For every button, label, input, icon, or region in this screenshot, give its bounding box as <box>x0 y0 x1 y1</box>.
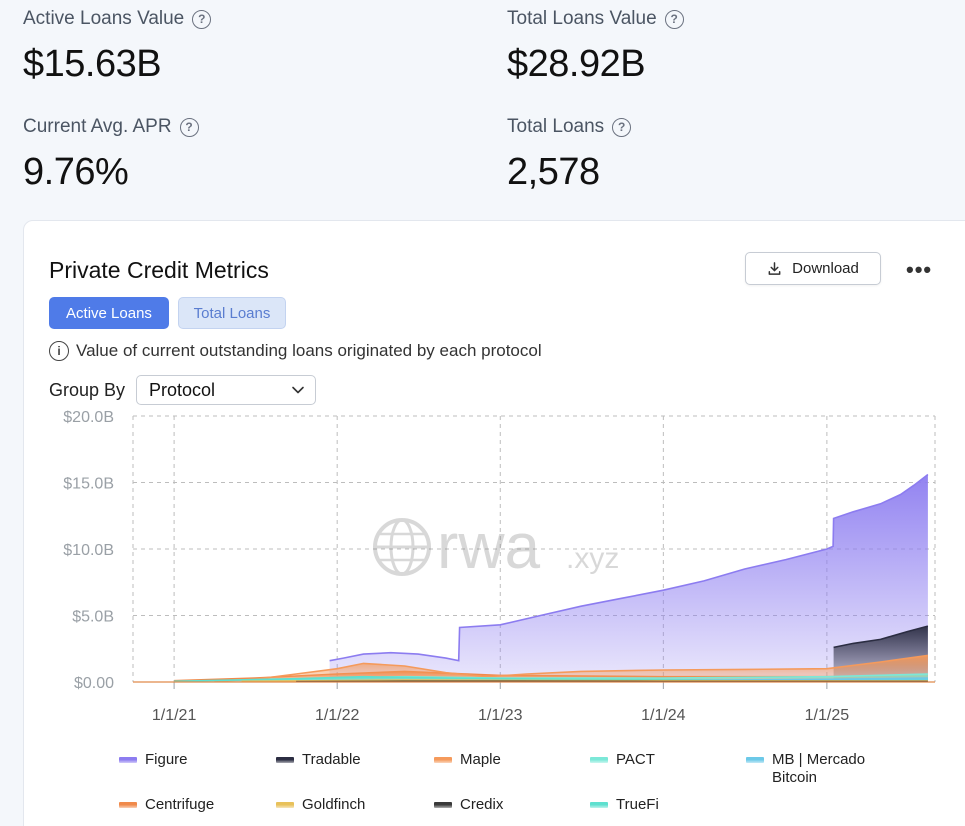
legend-item[interactable]: MB | Mercado Bitcoin <box>746 751 882 787</box>
legend-item[interactable]: Goldfinch <box>276 796 412 814</box>
legend-label: PACT <box>616 751 655 768</box>
info-text: Value of current outstanding loans origi… <box>76 341 542 360</box>
legend-label: TrueFi <box>616 796 659 813</box>
x-tick-label: 1/1/22 <box>315 707 360 724</box>
watermark-suffix: .xyz <box>566 542 619 575</box>
tab-total-loans[interactable]: Total Loans <box>178 297 286 329</box>
legend-item[interactable]: TrueFi <box>590 796 726 814</box>
y-tick-label: $0.00 <box>74 675 114 692</box>
stat-current-avg-apr: Current Avg. APR ? 9.76% <box>23 116 199 194</box>
stat-label: Active Loans Value <box>23 8 185 29</box>
legend-swatch <box>590 757 608 763</box>
x-tick-label: 1/1/25 <box>805 707 850 724</box>
legend-item[interactable]: PACT <box>590 751 726 769</box>
legend-item[interactable]: Maple <box>434 751 570 769</box>
stat-value: 9.76% <box>23 151 129 193</box>
stat-value: $28.92B <box>507 43 646 85</box>
stat-total-loans-value: Total Loans Value ? $28.92B <box>507 8 684 86</box>
group-by-value: Protocol <box>149 379 216 400</box>
y-tick-label: $10.0B <box>63 542 114 559</box>
legend-swatch <box>119 802 137 808</box>
help-icon[interactable]: ? <box>192 9 212 29</box>
watermark: rwa .xyz <box>373 510 619 582</box>
download-icon <box>768 262 781 275</box>
stat-active-loans-value: Active Loans Value ? $15.63B <box>23 8 212 86</box>
legend-label: Credix <box>460 796 504 813</box>
card-title: Private Credit Metrics <box>49 257 269 283</box>
watermark-text: rwa <box>437 510 541 582</box>
legend-label: Centrifuge <box>145 796 215 813</box>
stat-label: Total Loans Value <box>507 8 657 29</box>
legend-swatch <box>276 757 294 763</box>
x-tick-label: 1/1/21 <box>152 707 197 724</box>
legend-label: Figure <box>145 751 188 768</box>
help-icon[interactable]: ? <box>612 117 632 137</box>
x-tick-label: 1/1/23 <box>478 707 523 724</box>
legend-label: Goldfinch <box>302 796 366 813</box>
y-tick-label: $15.0B <box>63 476 114 493</box>
info-row: i Value of current outstanding loans ori… <box>49 341 542 361</box>
info-icon: i <box>49 341 69 361</box>
stat-label: Total Loans <box>507 116 605 137</box>
more-options-icon[interactable]: ••• <box>906 257 933 282</box>
download-button[interactable]: Download <box>745 252 881 285</box>
private-credit-card: Private Credit Metrics Download ••• Acti… <box>23 220 965 826</box>
legend-swatch <box>276 802 294 808</box>
legend-swatch <box>434 757 452 763</box>
legend-label: Maple <box>460 751 501 768</box>
group-by-label: Group By <box>49 380 126 400</box>
stat-value: $15.63B <box>23 43 162 85</box>
tab-active-loans[interactable]: Active Loans <box>49 297 169 329</box>
group-by-select[interactable]: Protocol <box>136 375 316 405</box>
stat-total-loans: Total Loans ? 2,578 <box>507 116 632 194</box>
legend-swatch <box>119 757 137 763</box>
series-line-maple <box>214 654 929 683</box>
legend-label: Tradable <box>302 751 361 768</box>
globe-icon <box>373 518 431 576</box>
help-icon[interactable]: ? <box>179 117 199 137</box>
series-line-figure <box>329 473 929 662</box>
legend-label: MB | Mercado Bitcoin <box>772 751 866 786</box>
legend-item[interactable]: Tradable <box>276 751 412 769</box>
y-tick-label: $20.0B <box>63 409 114 426</box>
y-tick-label: $5.0B <box>72 609 114 626</box>
download-label: Download <box>792 260 859 277</box>
legend-item[interactable]: Centrifuge <box>119 796 255 814</box>
stat-value: 2,578 <box>507 151 600 193</box>
series-area-maple <box>214 655 928 682</box>
series-area-figure <box>329 474 928 682</box>
help-icon[interactable]: ? <box>664 9 684 29</box>
legend-swatch <box>434 802 452 808</box>
legend-item[interactable]: Credix <box>434 796 570 814</box>
stat-label: Current Avg. APR <box>23 116 172 137</box>
chevron-down-icon <box>292 386 304 394</box>
legend-swatch <box>746 757 764 763</box>
series-line-tradable <box>833 625 929 649</box>
legend-item[interactable]: Figure <box>119 751 255 769</box>
x-tick-label: 1/1/24 <box>641 707 686 724</box>
legend-swatch <box>590 802 608 808</box>
